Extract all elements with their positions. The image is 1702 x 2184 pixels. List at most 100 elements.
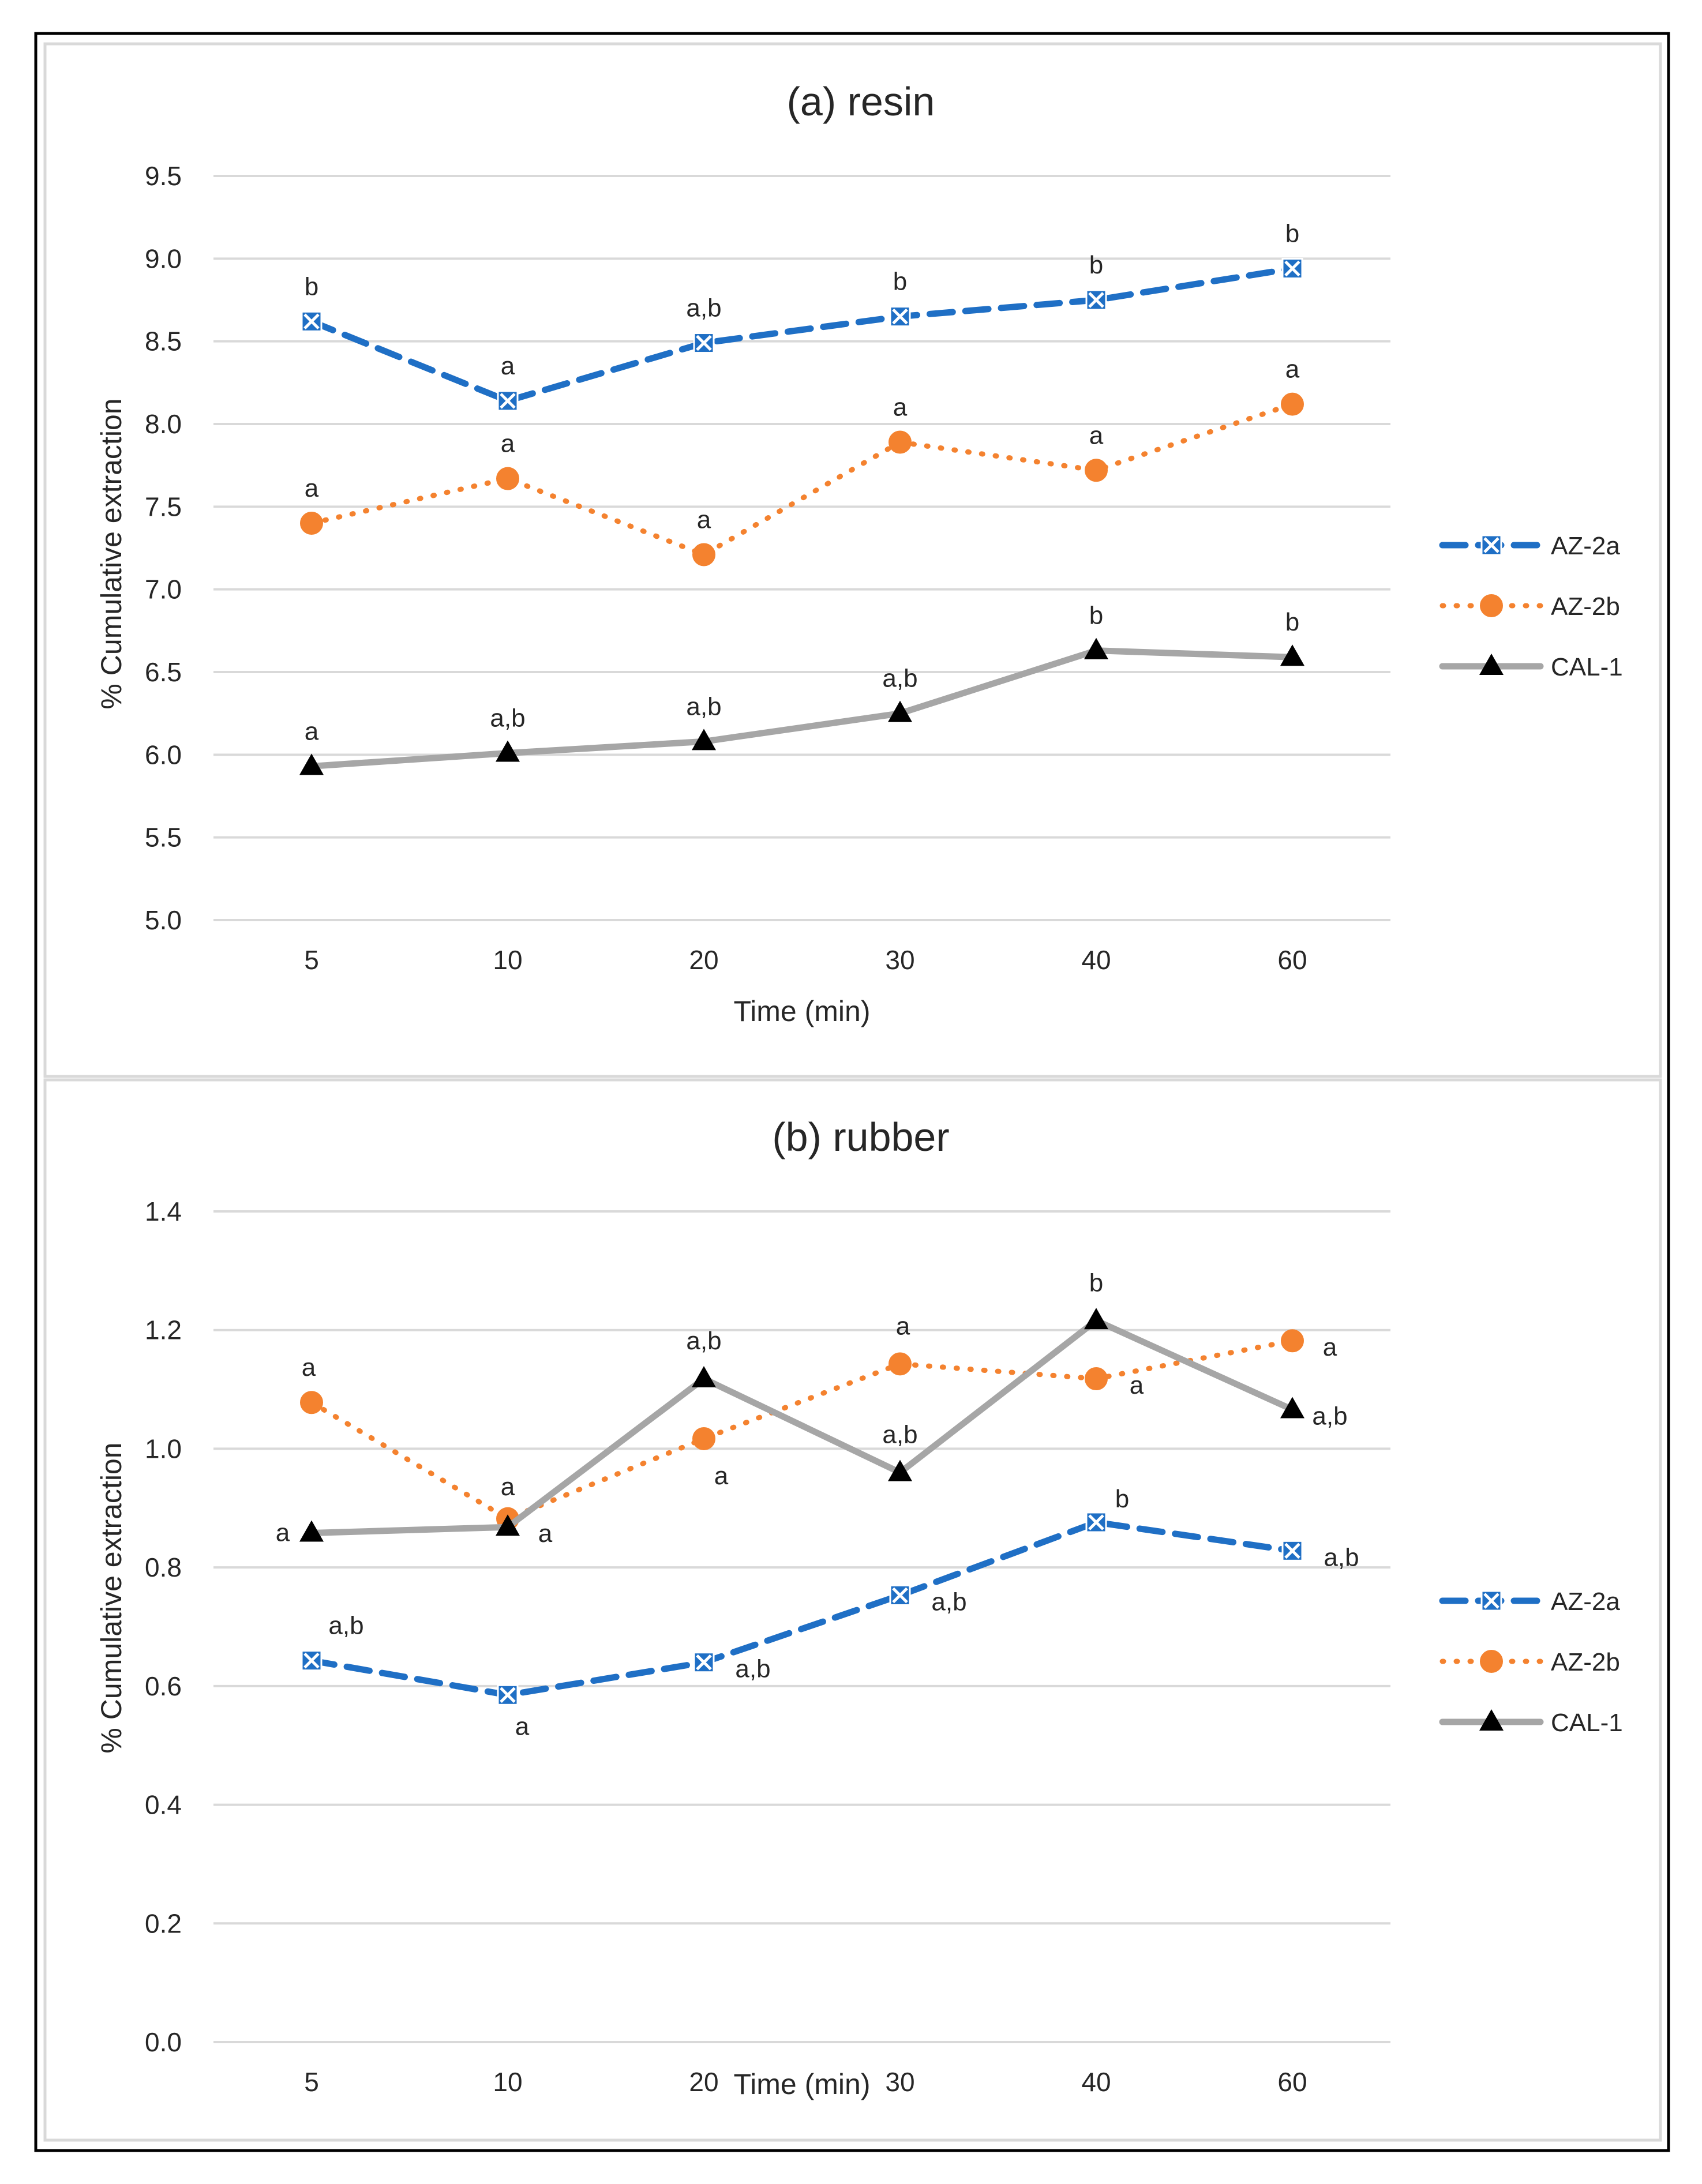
series-line-az-2a xyxy=(308,1519,1296,1698)
marker-circle xyxy=(889,430,912,454)
y-axis-label: % Cumulative extraction xyxy=(95,398,128,709)
series-line-cal-1 xyxy=(308,647,1296,770)
series-markers-cal-1 xyxy=(299,637,1304,775)
series-markers-az-2a xyxy=(301,258,1303,412)
y-tick-labels: 5.0 5.5 6.0 6.5 7.0 7.5 8.0 8.5 9.0 9.5 xyxy=(145,161,182,935)
series xyxy=(299,258,1304,775)
y-tick-label: 7.5 xyxy=(145,491,182,521)
data-label: a,b xyxy=(1312,1402,1347,1431)
data-label: a,b xyxy=(686,1327,721,1355)
x-tick-label: 60 xyxy=(1277,945,1307,975)
legend-label: CAL-1 xyxy=(1551,1709,1623,1737)
x-tick-label: 40 xyxy=(1081,945,1111,975)
marker-circle xyxy=(692,543,715,566)
legend: AZ-2a AZ-2b CAL-1 xyxy=(1439,532,1623,681)
data-label: a,b xyxy=(882,1421,917,1449)
marker-circle xyxy=(496,467,519,490)
marker-cross-b xyxy=(500,1687,516,1703)
data-label: a xyxy=(302,1353,316,1382)
marker-cross-b xyxy=(696,335,712,351)
data-label: a,b xyxy=(1324,1543,1359,1571)
y-tick-label: 0.2 xyxy=(145,1908,182,1938)
x-tick-label: 20 xyxy=(689,2067,718,2097)
chart-title: (b) rubber xyxy=(772,1114,949,1159)
legend-marker xyxy=(1480,1590,1502,1612)
marker-cross-b xyxy=(1284,260,1300,277)
marker-triangle xyxy=(496,1514,520,1536)
legend-marker xyxy=(1480,534,1502,556)
legend-marker xyxy=(1479,654,1504,675)
marker-cross-b xyxy=(1483,1593,1499,1609)
y-tick-label: 1.2 xyxy=(145,1315,182,1345)
legend-marker xyxy=(1479,1709,1504,1731)
y-tick-label: 1.4 xyxy=(145,1196,182,1226)
y-axis-label: % Cumulative extraction xyxy=(95,1442,128,1753)
marker-circle xyxy=(1085,459,1108,482)
marker-cross-b xyxy=(696,1654,712,1671)
marker-cross-b xyxy=(303,1652,320,1669)
x-tick-label: 20 xyxy=(689,945,718,975)
x-tick-label: 40 xyxy=(1081,2067,1111,2097)
series-markers-cal-1 xyxy=(299,1308,1304,1542)
data-label: a xyxy=(501,1473,515,1501)
marker-triangle xyxy=(299,1520,324,1542)
legend-label: AZ-2b xyxy=(1551,1648,1620,1676)
data-label: a xyxy=(1130,1371,1144,1399)
legend: AZ-2a AZ-2b CAL-1 xyxy=(1439,1588,1623,1737)
data-label: a,b xyxy=(686,692,721,721)
y-tick-labels: 0.0 0.2 0.4 0.6 0.8 1.0 1.2 1.4 xyxy=(145,1196,182,2057)
legend-marker xyxy=(1480,594,1503,617)
y-tick-label: 8.5 xyxy=(145,327,182,357)
marker-circle xyxy=(1281,1329,1304,1353)
data-label: a,b xyxy=(686,294,721,322)
data-label: a,b xyxy=(328,1612,363,1640)
marker-circle xyxy=(300,512,323,535)
chart-title: (a) resin xyxy=(787,79,935,124)
marker-cross-b xyxy=(1088,292,1104,308)
y-tick-label: 6.5 xyxy=(145,657,182,687)
marker-cross-b xyxy=(892,308,908,325)
panel-rubber: (b) rubber % Cumulative extraction Time … xyxy=(95,1114,1623,2100)
data-label: a xyxy=(714,1462,729,1490)
marker-cross-b xyxy=(303,313,320,330)
x-axis-label: Time (min) xyxy=(733,995,870,1027)
marker-triangle xyxy=(1479,654,1504,675)
x-tick-label: 60 xyxy=(1277,2067,1307,2097)
series-line-cal-1 xyxy=(308,1317,1296,1536)
data-label: b xyxy=(1285,220,1299,248)
y-tick-label: 0.0 xyxy=(145,2027,182,2057)
data-label: a xyxy=(501,430,515,458)
x-tick-label: 5 xyxy=(304,2067,319,2097)
marker-triangle xyxy=(888,1459,912,1481)
legend-label: AZ-2a xyxy=(1551,1588,1620,1616)
gridlines xyxy=(213,1210,1390,2043)
data-label: a xyxy=(538,1519,553,1548)
marker-cross-b xyxy=(500,393,516,409)
y-tick-label: 9.0 xyxy=(145,243,182,273)
x-tick-label: 10 xyxy=(493,945,522,975)
outer-frame xyxy=(34,32,1670,2152)
y-tick-label: 5.5 xyxy=(145,823,182,853)
marker-circle xyxy=(889,1352,912,1376)
marker-cross-b xyxy=(892,1587,908,1604)
series xyxy=(299,1308,1304,1706)
data-label: b xyxy=(1089,251,1103,279)
marker-cross-b xyxy=(1088,1514,1104,1530)
series-line-az-2a xyxy=(308,265,1296,404)
marker-triangle xyxy=(1280,1397,1304,1419)
data-label: a,b xyxy=(931,1588,966,1616)
marker-cross-b xyxy=(1284,1543,1300,1559)
x-tick-label: 10 xyxy=(493,2067,522,2097)
marker-triangle xyxy=(692,729,716,750)
x-tick-label: 5 xyxy=(304,945,319,975)
legend-label: AZ-2b xyxy=(1551,592,1620,621)
panel-b-frame xyxy=(43,1078,1662,2142)
marker-triangle xyxy=(1084,637,1108,659)
data-label: a xyxy=(893,393,908,422)
gridlines xyxy=(213,175,1390,921)
legend-marker xyxy=(1480,1650,1503,1673)
data-label: a xyxy=(305,717,319,745)
panel-a-frame xyxy=(43,42,1662,1078)
